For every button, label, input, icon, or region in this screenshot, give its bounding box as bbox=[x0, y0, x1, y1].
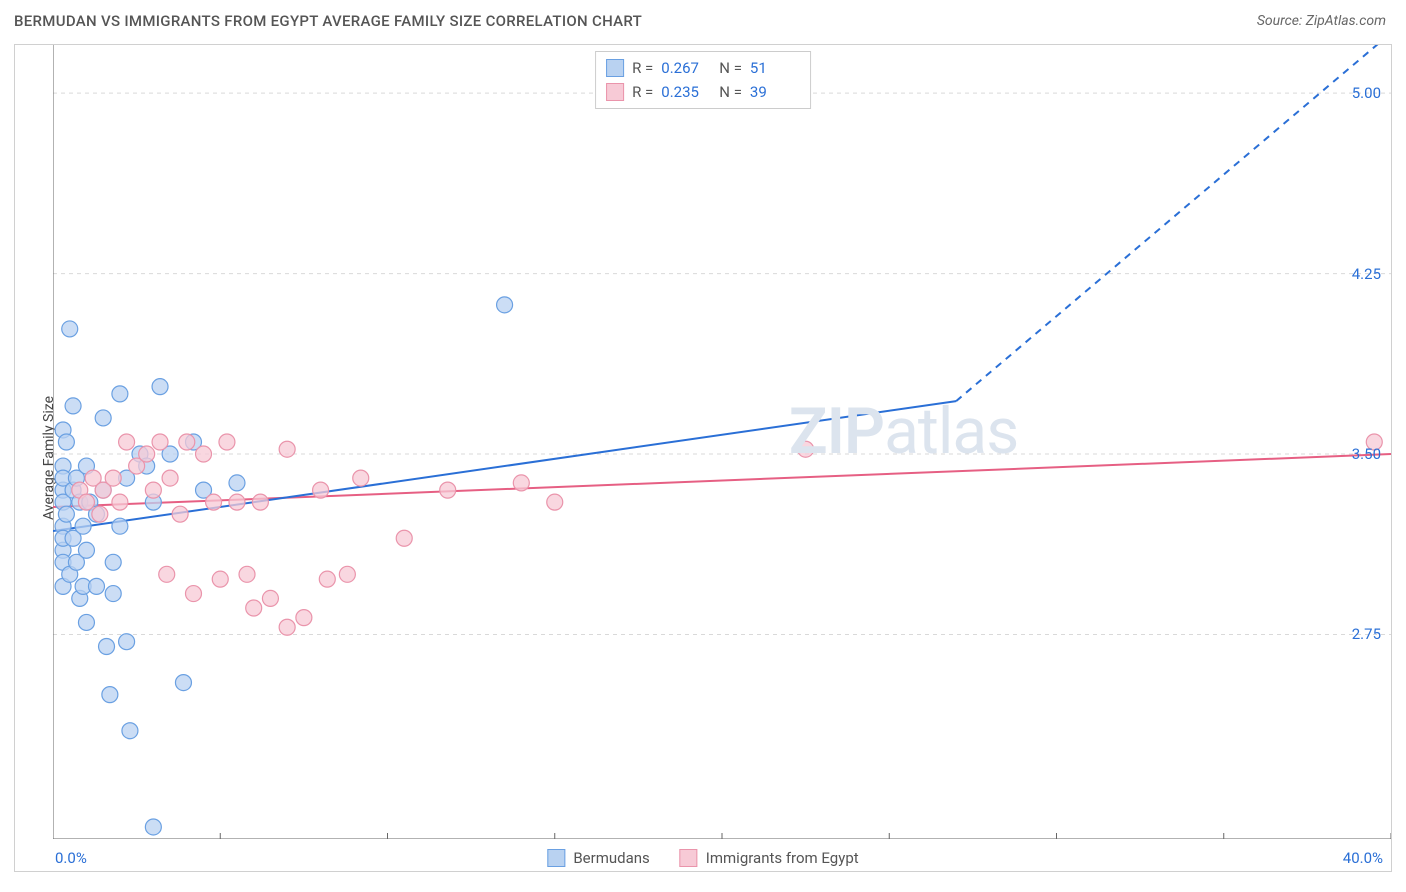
legend-swatch-bermudans bbox=[547, 849, 565, 867]
x-axis-min-label: 0.0% bbox=[55, 849, 87, 867]
y-tick-label: 5.00 bbox=[1352, 84, 1381, 102]
swatch-bermudans bbox=[606, 59, 624, 77]
plot-area: ZIPatlas 2.753.504.255.00 bbox=[53, 45, 1391, 839]
chart-container: BERMUDAN VS IMMIGRANTS FROM EGYPT AVERAG… bbox=[0, 0, 1406, 892]
source-attribution: Source: ZipAtlas.com bbox=[1257, 13, 1386, 29]
legend-swatch-egypt bbox=[680, 849, 698, 867]
series-legend: Bermudans Immigrants from Egypt bbox=[547, 849, 858, 867]
scatter-svg bbox=[53, 45, 1391, 839]
chart-title: BERMUDAN VS IMMIGRANTS FROM EGYPT AVERAG… bbox=[14, 12, 642, 30]
stats-legend-box: R = 0.267 N = 51 R = 0.235 N = 39 bbox=[595, 51, 811, 109]
y-tick-label: 4.25 bbox=[1352, 265, 1381, 283]
legend-item-egypt: Immigrants from Egypt bbox=[680, 849, 859, 867]
legend-item-bermudans: Bermudans bbox=[547, 849, 649, 867]
y-tick-label: 3.50 bbox=[1352, 445, 1381, 463]
stats-row-egypt: R = 0.235 N = 39 bbox=[606, 80, 800, 104]
x-axis-max-label: 40.0% bbox=[1343, 849, 1383, 867]
swatch-egypt bbox=[606, 83, 624, 101]
y-tick-label: 2.75 bbox=[1352, 625, 1381, 643]
header: BERMUDAN VS IMMIGRANTS FROM EGYPT AVERAG… bbox=[0, 0, 1406, 38]
stats-row-bermudans: R = 0.267 N = 51 bbox=[606, 56, 800, 80]
chart-frame: Average Family Size ZIPatlas 2.753.504.2… bbox=[14, 44, 1392, 872]
